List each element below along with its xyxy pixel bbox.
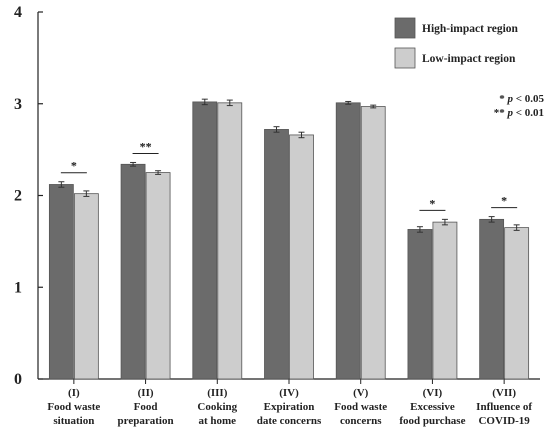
x-tick-label: COVID-19	[478, 415, 530, 427]
x-tick-label: (VI)	[423, 387, 443, 399]
y-tick-label: 1	[14, 279, 22, 296]
bar	[217, 102, 243, 380]
x-tick-label: (IV)	[279, 387, 299, 399]
x-tick-label: concerns	[340, 415, 382, 427]
x-tick-label: (I)	[68, 387, 80, 399]
significance-note: ** p < 0.01	[494, 107, 544, 119]
bar	[289, 134, 314, 380]
y-tick-label: 2	[14, 188, 22, 205]
significance-marker: **	[140, 139, 152, 153]
x-tick-label: (III)	[207, 387, 228, 399]
bar	[407, 229, 433, 380]
x-tick-label: Food waste	[334, 401, 387, 413]
bar	[504, 227, 530, 380]
significance-note: * p < 0.05	[499, 93, 544, 105]
legend-label: Low-impact region	[422, 53, 516, 65]
bar	[73, 193, 99, 380]
x-tick-label: Food waste	[47, 401, 100, 413]
bar	[145, 172, 171, 380]
bar	[264, 129, 289, 380]
y-tick-label: 0	[14, 371, 22, 388]
x-tick-label: preparation	[118, 415, 174, 427]
significance-marker: *	[429, 196, 435, 210]
x-tick-label: situation	[53, 415, 94, 427]
bar	[432, 221, 458, 380]
bar	[48, 184, 74, 380]
legend-label: High-impact region	[422, 23, 519, 35]
y-tick-label: 3	[14, 96, 22, 113]
x-tick-label: (V)	[353, 387, 369, 399]
x-tick-label: Excessive	[410, 401, 455, 413]
x-tick-label: food purchase	[399, 415, 465, 427]
significance-marker: *	[71, 159, 77, 173]
bar	[120, 163, 146, 380]
x-tick-label: Expiration	[264, 401, 315, 413]
x-tick-label: Cooking	[197, 401, 237, 413]
bar	[360, 106, 386, 380]
x-tick-label: at home	[198, 415, 236, 427]
bar	[335, 102, 361, 380]
bar	[192, 101, 218, 380]
legend-swatch	[394, 47, 416, 69]
bar	[479, 218, 505, 380]
x-tick-label: Food	[134, 401, 158, 413]
x-tick-label: date concerns	[257, 415, 322, 427]
legend-swatch	[394, 17, 416, 39]
x-tick-label: (II)	[138, 387, 154, 399]
x-tick-label: Influence of	[476, 401, 532, 413]
x-tick-label: (VII)	[492, 387, 516, 399]
y-tick-label: 4	[14, 4, 22, 21]
significance-marker: *	[501, 194, 507, 208]
